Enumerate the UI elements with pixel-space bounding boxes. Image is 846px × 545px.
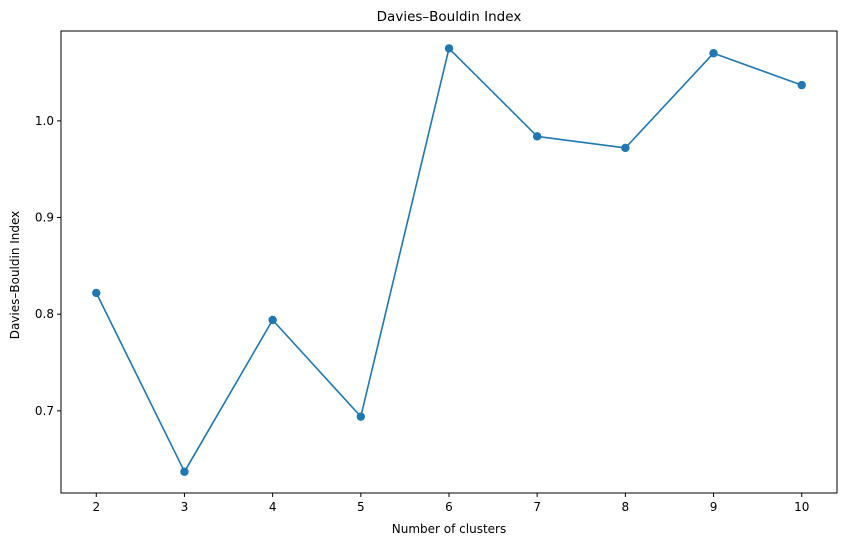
data-point [180,467,189,476]
y-tick-label: 0.9 [35,211,54,225]
x-tick-label: 9 [710,500,718,514]
x-tick-label: 10 [794,500,809,514]
data-point [709,49,718,58]
series-line [95,47,802,473]
x-axis-label: Number of clusters [392,522,506,536]
x-tick-label: 2 [92,500,100,514]
y-tick-label: 1.0 [35,114,54,128]
data-point [444,44,454,53]
data-point [532,132,542,141]
y-tick-label: 0.7 [35,404,54,418]
chart-title: Davies–Bouldin Index [377,9,522,25]
data-point [92,288,101,298]
plot-area: 2 3 4 5 6 7 8 9 10 0.7 0.8 0.9 1.0 [35,30,838,514]
data-point [797,80,806,90]
x-tick-label: 3 [181,500,189,514]
plot-frame [60,30,838,494]
x-tick-label: 7 [533,500,541,514]
x-tick-label: 5 [357,500,365,514]
x-tick-label: 6 [445,500,453,514]
x-tick-label: 8 [622,500,630,514]
y-axis-label: Davies–Bouldin Index [8,211,22,340]
data-point [268,315,277,325]
data-point [621,143,630,153]
data-point [356,412,366,421]
x-tick-label: 4 [269,500,277,514]
y-tick-label: 0.8 [35,307,54,321]
